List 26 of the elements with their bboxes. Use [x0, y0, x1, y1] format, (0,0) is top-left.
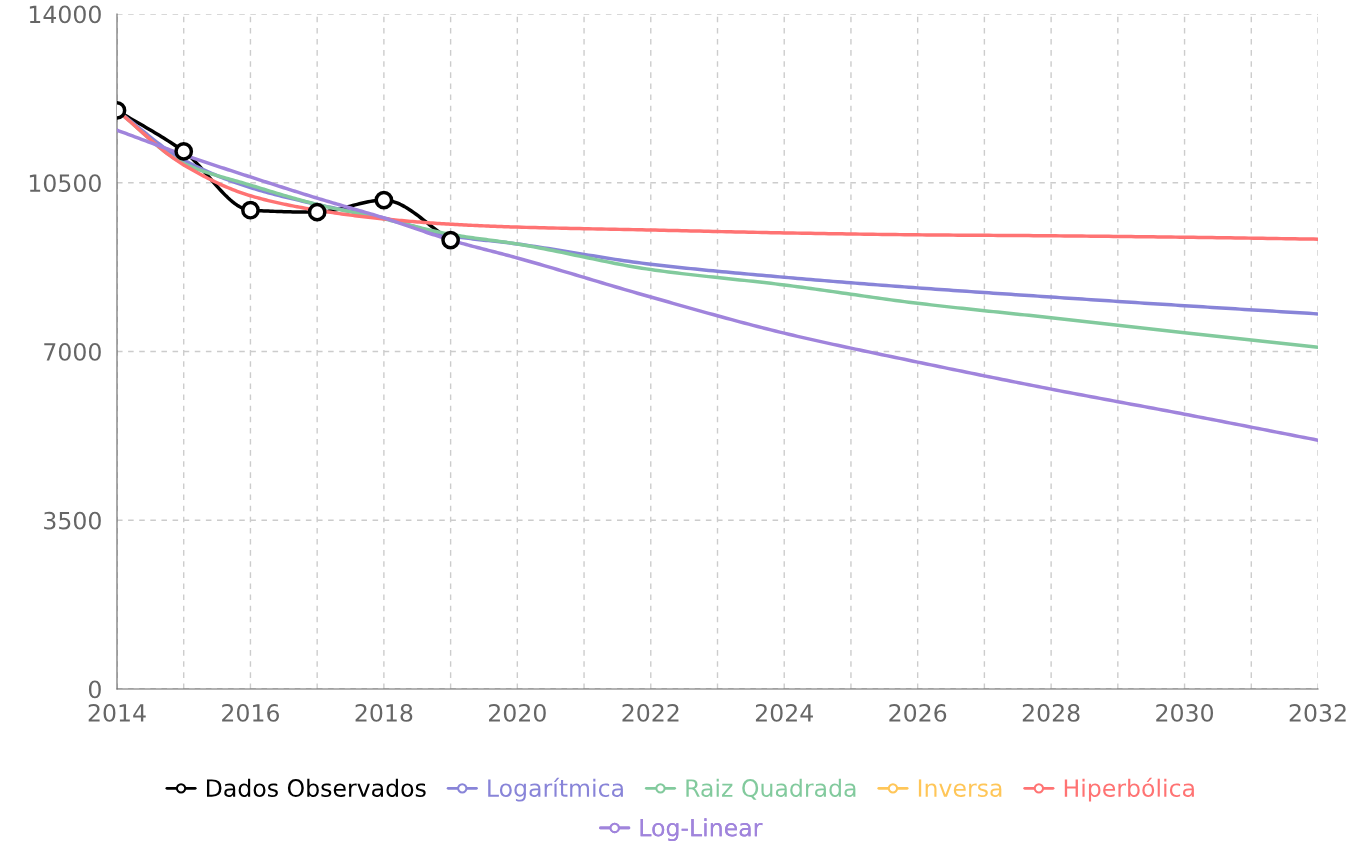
x-tick-label: 2022 [622, 704, 679, 722]
x-tick-label: 2020 [489, 704, 546, 722]
x-tick-label: 2028 [1022, 704, 1080, 722]
legend-label: Dados Observados [206, 778, 426, 797]
x-tick-label: 2026 [889, 704, 947, 722]
x-tick-label: 2024 [755, 704, 813, 722]
y-tick-label: 3500 [44, 511, 101, 530]
y-tick-label: 7000 [44, 342, 101, 361]
legend-label: Log-Linear [640, 818, 763, 842]
x-tick-label: 2032 [1289, 704, 1346, 722]
legend-label: Raiz Quadrada [686, 778, 856, 800]
point [241, 200, 260, 220]
point [374, 190, 394, 210]
legend-label: Hiperbólica [1064, 777, 1194, 802]
y-tick-label: 10500 [29, 174, 101, 193]
point [441, 230, 460, 250]
legend-label: Logarítmica [488, 777, 623, 802]
x-tick-label: 2018 [355, 704, 413, 722]
y-tick-label: 14000 [29, 5, 101, 24]
x-tick-label: 2030 [1156, 704, 1214, 722]
point [307, 202, 327, 222]
x-tick-label: 2016 [222, 704, 279, 722]
y-tick-label: 0 [88, 680, 101, 699]
point [174, 142, 194, 161]
legend-label: Inversa [918, 779, 1002, 797]
x-tick-label: 2014 [88, 704, 146, 722]
